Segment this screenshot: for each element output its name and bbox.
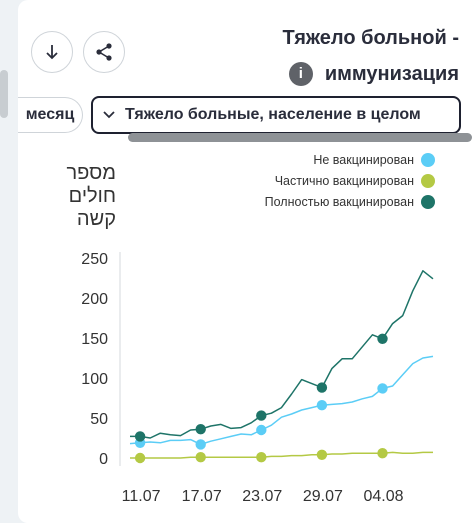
download-button[interactable] — [31, 31, 73, 73]
series-point-1 — [134, 452, 146, 464]
legend-dot-full — [421, 194, 435, 209]
legend-dot-partial — [421, 173, 435, 188]
x-tick-label: 23.07 — [242, 488, 282, 505]
info-icon[interactable]: i — [288, 62, 313, 86]
series-line-0 — [129, 355, 434, 446]
y-tick-label: 200 — [81, 291, 108, 308]
y-tick-label: 250 — [81, 251, 108, 268]
series-point-2 — [377, 333, 388, 344]
series-point-2 — [134, 431, 146, 442]
series-point-1 — [377, 448, 388, 459]
download-icon — [43, 43, 61, 61]
series-point-0 — [377, 383, 388, 394]
y-tick-label: 50 — [90, 411, 108, 428]
series-point-2 — [195, 424, 206, 435]
series-point-0 — [256, 424, 267, 436]
x-tick-label: 04.08 — [363, 488, 403, 505]
series-point-2 — [256, 410, 267, 421]
series-point-0 — [195, 439, 206, 450]
series-point-0 — [316, 400, 328, 411]
population-dropdown-value: Тяжело больные, население в целом — [125, 106, 421, 123]
y-tick-label: 0 — [99, 451, 108, 468]
legend-item-partial[interactable]: Частично вакцинирован — [265, 170, 435, 191]
series-point-1 — [316, 449, 328, 460]
horizontal-scrollbar[interactable] — [128, 133, 472, 142]
period-chip[interactable]: месяц — [18, 97, 83, 133]
x-tick-label: 17.07 — [182, 488, 222, 505]
share-button[interactable] — [83, 31, 125, 73]
y-tick-label: 100 — [81, 371, 108, 388]
page-title: Тяжело больной - i иммунизация — [199, 20, 459, 92]
x-tick-label: 11.07 — [122, 488, 161, 505]
series-point-2 — [316, 382, 328, 393]
title-line-2-row: i иммунизация — [199, 56, 459, 92]
chart-legend: Не вакцинирован Частично вакцинирован По… — [265, 149, 435, 212]
title-line-2: иммунизация — [324, 63, 459, 85]
legend-item-unvaccinated[interactable]: Не вакцинирован — [265, 149, 435, 170]
y-axis-label: מספר חולים קשה — [66, 162, 116, 230]
x-tick-label: 29.07 — [303, 488, 343, 505]
series-line-2 — [130, 270, 434, 439]
y-tick-label: 150 — [81, 331, 108, 348]
title-line-1: Тяжело больной - — [282, 27, 459, 49]
legend-label-unvaccinated: Не вакцинирован — [313, 152, 414, 167]
series-point-1 — [195, 452, 206, 463]
legend-dot-unvaccinated — [421, 152, 435, 167]
chart-card — [18, 0, 475, 523]
series-point-1 — [256, 452, 267, 463]
legend-label-full: Полностью вакцинирован — [264, 194, 414, 209]
left-scrollbar[interactable] — [0, 70, 8, 118]
legend-label-partial: Частично вакцинирован — [274, 173, 414, 188]
legend-item-full[interactable]: Полностью вакцинирован — [265, 191, 435, 212]
chevron-down-icon — [103, 111, 115, 119]
share-icon — [94, 42, 114, 62]
